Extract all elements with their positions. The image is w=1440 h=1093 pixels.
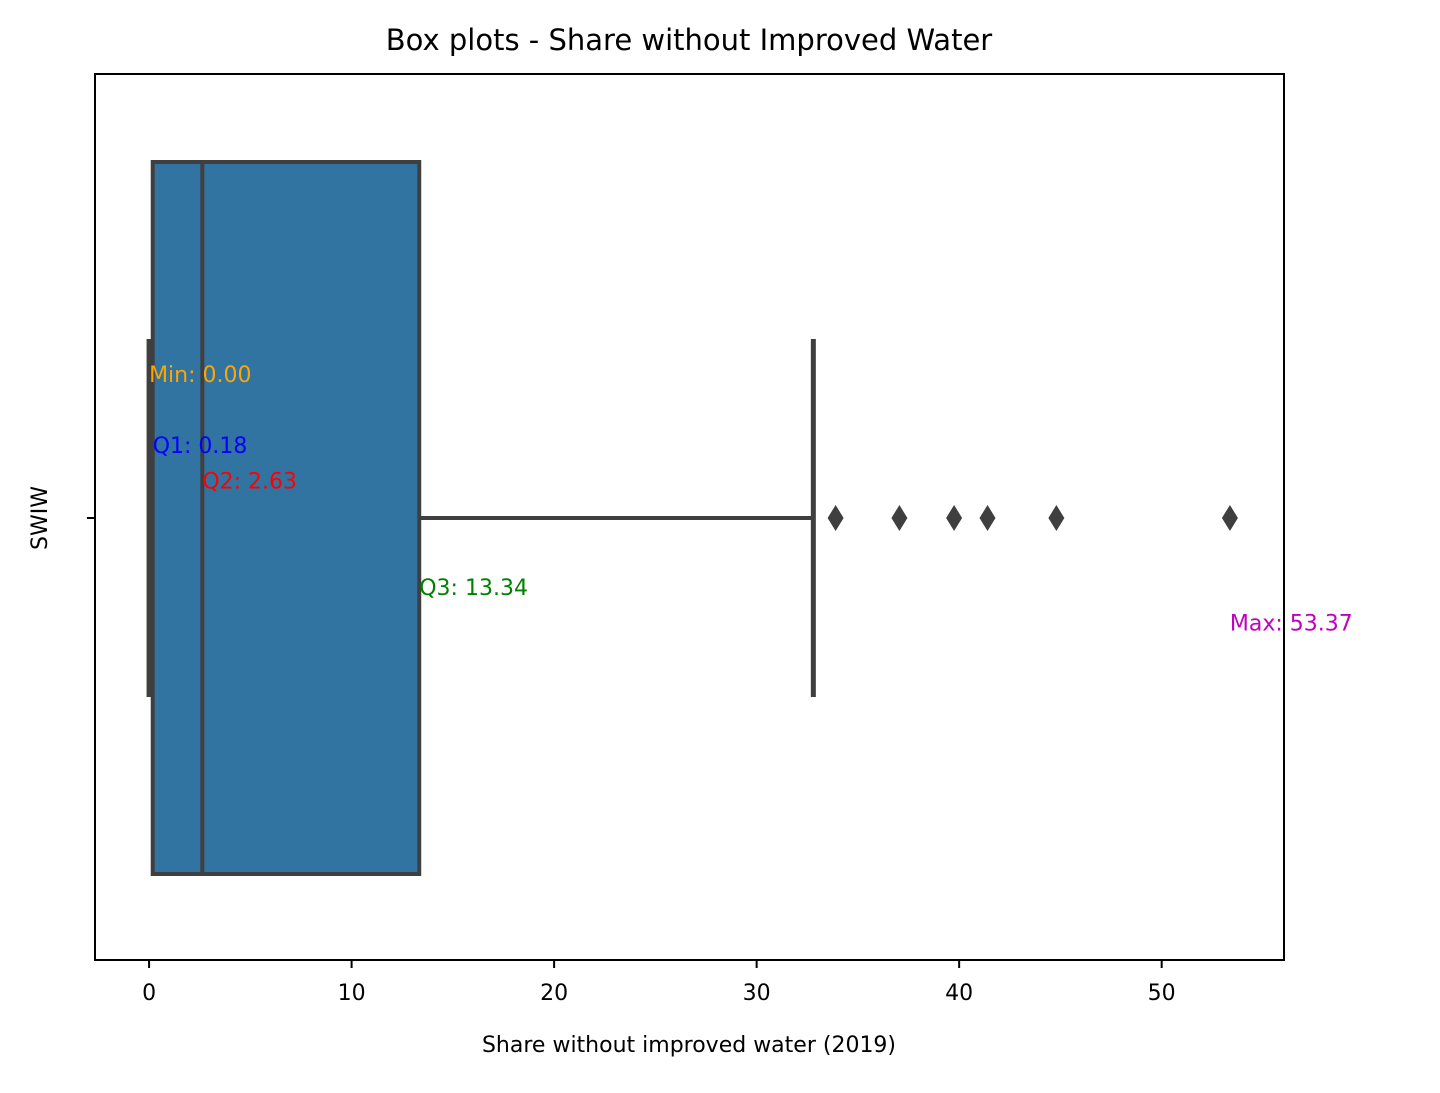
annotation-label: Q1: 0.18 — [153, 434, 248, 459]
x-tick-label: 30 — [743, 981, 771, 1006]
outlier-point — [1221, 505, 1238, 531]
plot-area: Min: 0.00 Q1: 0.18 Q2: 2.63 Q3: 13.34 Max: 5… — [87, 73, 1353, 1006]
iqr-box — [150, 160, 422, 876]
annotation-label: Q3: 13.34 — [419, 576, 528, 601]
x-tick-label: 40 — [945, 981, 973, 1006]
outlier-point — [891, 505, 908, 531]
x-tick-label: 0 — [142, 981, 156, 1006]
chart-title: Box plots - Share without Improved Water — [386, 23, 993, 57]
x-tick-label: 20 — [540, 981, 568, 1006]
x-tick-label: 10 — [338, 981, 366, 1006]
outlier-point — [946, 505, 963, 531]
annotation-label: Min: 0.00 — [149, 363, 251, 388]
annotation-label: Max: 53.37 — [1230, 611, 1353, 636]
y-axis-label: SWIW — [28, 486, 53, 550]
x-tick-label: 50 — [1148, 981, 1176, 1006]
annotation-label: Q2: 2.63 — [202, 470, 297, 495]
x-axis-label: Share without improved water (2019) — [482, 1033, 896, 1058]
outlier-point — [979, 505, 996, 531]
outlier-point — [827, 505, 844, 531]
outlier-point — [1048, 505, 1065, 531]
